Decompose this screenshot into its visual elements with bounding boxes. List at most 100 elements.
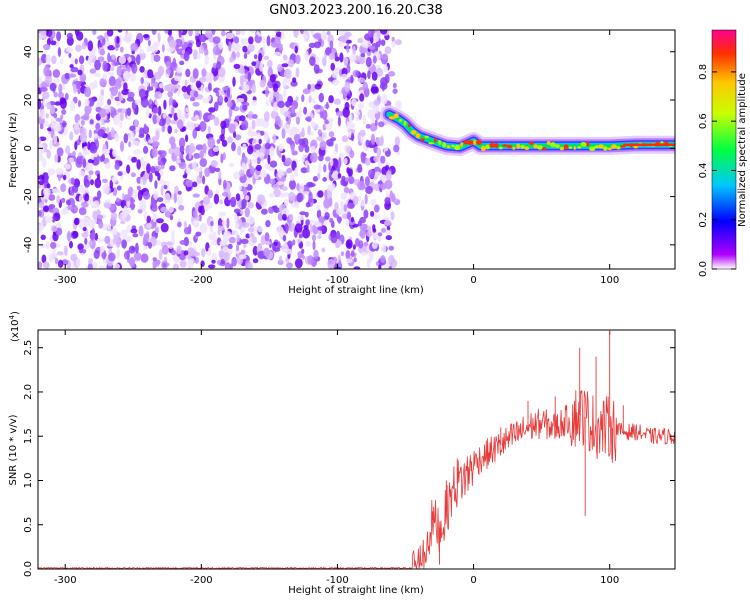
noise-blob xyxy=(102,148,110,155)
noise-blob xyxy=(177,190,182,195)
noise-blob xyxy=(309,131,314,136)
noise-blob xyxy=(58,83,63,95)
noise-blob xyxy=(192,209,198,219)
noise-blob xyxy=(123,82,128,92)
noise-blob xyxy=(231,142,236,152)
colorbar-tick-label: 0.4 xyxy=(698,162,709,178)
noise-blob xyxy=(94,72,101,77)
noise-blob xyxy=(345,258,353,264)
y-tick-label: 40 xyxy=(23,45,34,58)
noise-blob xyxy=(116,185,122,191)
noise-blob xyxy=(181,126,187,132)
noise-blob xyxy=(328,52,336,61)
noise-blob xyxy=(285,157,292,166)
noise-blob xyxy=(57,47,62,57)
noise-blob xyxy=(373,232,378,240)
noise-blob xyxy=(282,89,287,97)
noise-blob xyxy=(268,206,274,214)
noise-blob xyxy=(274,115,281,126)
noise-blob xyxy=(324,119,330,125)
noise-blob xyxy=(116,99,121,107)
noise-blob xyxy=(359,228,366,239)
noise-blob xyxy=(157,172,161,181)
signal-peak xyxy=(559,146,564,151)
noise-blob xyxy=(269,178,276,185)
noise-blob xyxy=(56,147,64,157)
noise-blob xyxy=(328,131,335,138)
noise-blob xyxy=(76,31,84,41)
noise-blob xyxy=(138,133,145,138)
noise-blob xyxy=(38,224,43,234)
noise-blob xyxy=(352,244,356,250)
noise-blob xyxy=(152,264,157,269)
noise-blob xyxy=(63,245,68,257)
noise-blob xyxy=(328,95,334,104)
x-tick-label: 100 xyxy=(600,275,619,286)
noise-blob xyxy=(195,231,202,237)
noise-blob xyxy=(251,61,257,67)
noise-blob xyxy=(192,68,199,79)
noise-blob xyxy=(113,61,120,66)
noise-blob xyxy=(55,117,62,122)
noise-blob xyxy=(129,125,136,132)
noise-blob xyxy=(204,30,212,38)
noise-blob xyxy=(341,135,349,143)
signal-peak xyxy=(589,146,596,152)
noise-blob xyxy=(69,100,76,112)
noise-blob xyxy=(128,245,136,254)
noise-blob xyxy=(313,63,320,74)
noise-blob xyxy=(94,59,101,71)
noise-blob xyxy=(202,175,206,185)
noise-blob xyxy=(87,56,93,66)
noise-blob xyxy=(153,203,158,209)
signal-peak xyxy=(520,144,525,149)
noise-blob xyxy=(202,98,210,104)
noise-blob xyxy=(235,193,241,202)
noise-blob xyxy=(267,59,273,68)
noise-blob xyxy=(52,188,60,194)
noise-blob xyxy=(293,133,301,142)
noise-blob xyxy=(135,242,139,254)
noise-blob xyxy=(248,233,255,238)
noise-blob xyxy=(240,30,246,36)
noise-blob xyxy=(162,262,167,268)
noise-blob xyxy=(192,193,200,198)
noise-blob xyxy=(224,96,229,103)
noise-blob xyxy=(286,262,293,269)
noise-blob xyxy=(145,109,150,118)
noise-blob xyxy=(64,72,70,80)
noise-blob xyxy=(134,119,139,127)
noise-blob xyxy=(109,179,114,189)
noise-blob xyxy=(207,114,216,120)
noise-blob xyxy=(290,112,297,118)
noise-blob xyxy=(66,32,73,40)
noise-blob xyxy=(46,183,51,189)
noise-blob xyxy=(179,145,185,153)
noise-blob xyxy=(41,254,47,264)
noise-blob xyxy=(39,87,48,92)
noise-blob xyxy=(221,220,227,226)
noise-blob xyxy=(99,108,107,118)
noise-blob xyxy=(378,264,382,269)
noise-blob xyxy=(377,232,383,237)
noise-blob xyxy=(330,233,338,244)
noise-blob xyxy=(330,62,336,71)
y-tick-label: 0.5 xyxy=(23,517,34,533)
noise-blob xyxy=(277,226,284,235)
noise-blob xyxy=(301,94,305,103)
signal-peak xyxy=(577,146,582,149)
noise-blob xyxy=(388,254,395,266)
noise-blob xyxy=(338,41,344,48)
signal-peak xyxy=(568,146,573,150)
noise-blob xyxy=(128,32,133,42)
noise-blob xyxy=(199,33,207,43)
noise-blob xyxy=(309,83,317,92)
noise-blob xyxy=(191,146,196,153)
noise-blob xyxy=(44,215,53,223)
noise-blob xyxy=(183,250,189,256)
noise-blob xyxy=(77,243,84,251)
noise-blob xyxy=(68,157,74,163)
noise-blob xyxy=(296,183,300,191)
noise-blob xyxy=(314,83,322,90)
noise-blob xyxy=(251,236,257,244)
